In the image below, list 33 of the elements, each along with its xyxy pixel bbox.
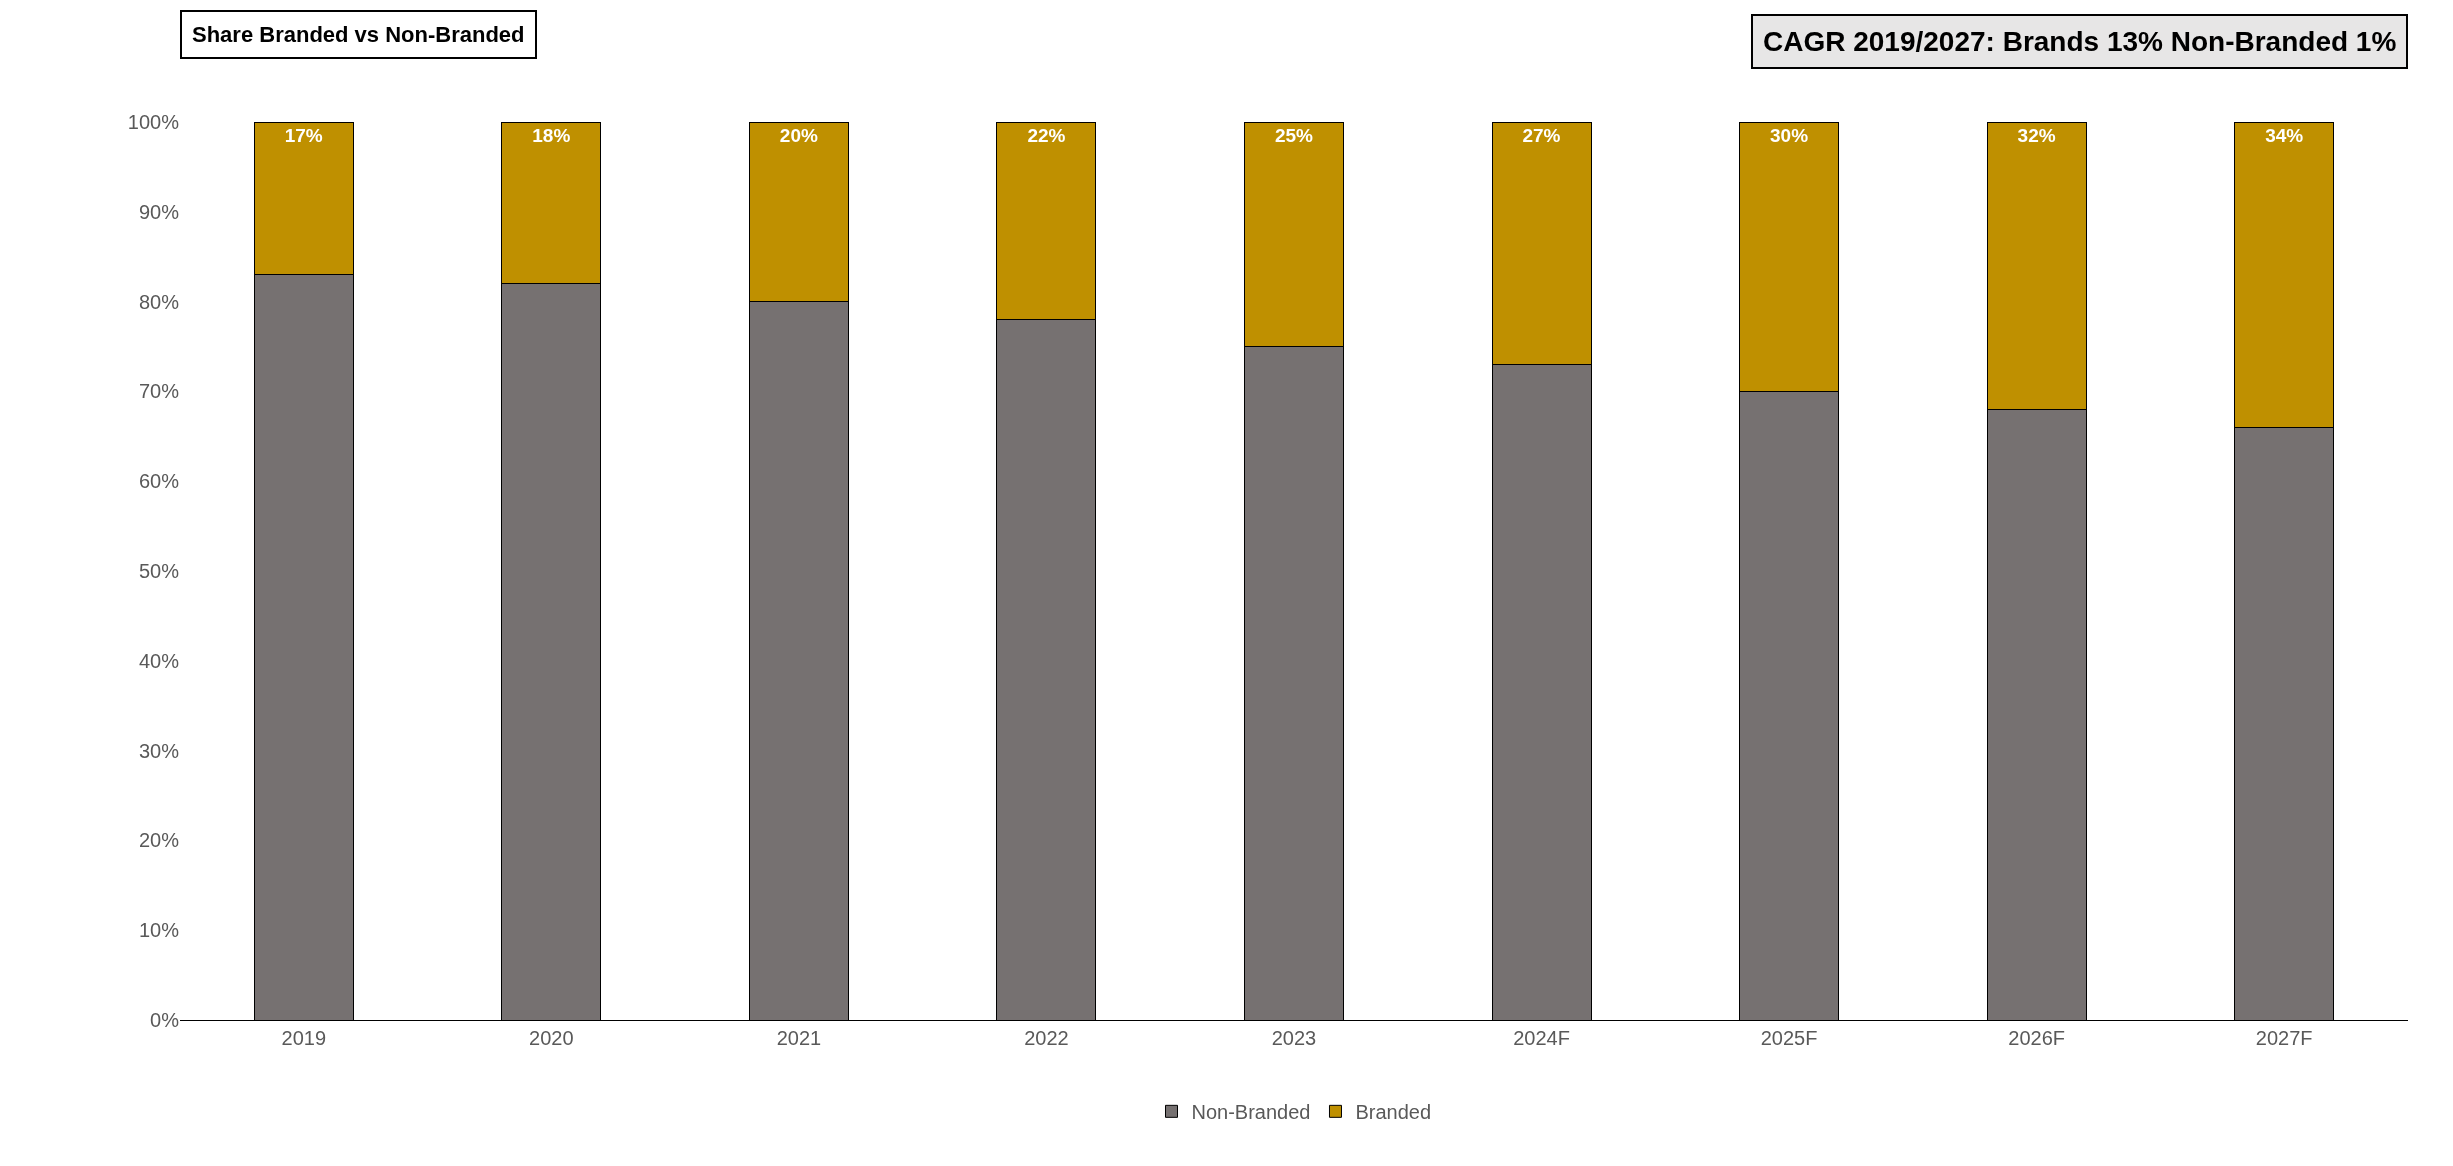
data-label: 18% [532,125,571,146]
legend-label: Branded [1355,1101,1432,1124]
y-tick-label: 60% [138,470,180,493]
data-label: 34% [2265,125,2304,146]
data-label: 32% [2017,125,2056,146]
x-tick-label: 2027F [2255,1027,2313,1049]
x-tick-label: 2020 [529,1027,574,1049]
y-tick-label: 30% [138,739,180,762]
y-tick-label: 80% [138,290,180,313]
y-tick-label: 0% [150,1009,180,1031]
data-label: 25% [1274,125,1314,146]
x-tick-label: 2025F [1760,1027,1818,1049]
x-tick-label: 2019 [281,1027,327,1049]
x-tick-label: 2024F [1513,1027,1570,1049]
legend-label: Non-Branded [1191,1101,1311,1124]
data-label: 22% [1027,125,1066,146]
y-tick-label: 20% [138,829,180,852]
y-tick-label: 10% [138,919,180,942]
x-tick-label: 2023 [1271,1027,1317,1049]
x-tick-label: 2021 [776,1027,822,1049]
chart-title: Share Branded vs Non-Branded [192,22,525,47]
data-label: 20% [779,125,818,146]
y-tick-label: 50% [138,560,180,582]
y-tick-label: 40% [138,649,180,672]
x-tick-label: 2022 [1024,1027,1069,1049]
data-label: 30% [1770,125,1809,146]
data-label: 17% [284,125,323,146]
text: CAGR 2019/2027: Brands 13% Non-Branded 1% [1763,26,2397,57]
x-tick-label: 2026F [2008,1027,2066,1049]
y-tick-label: 90% [138,200,180,223]
y-tick-label: 70% [138,380,180,403]
data-label: 27% [1522,125,1561,146]
y-tick-label: 100% [127,111,180,133]
